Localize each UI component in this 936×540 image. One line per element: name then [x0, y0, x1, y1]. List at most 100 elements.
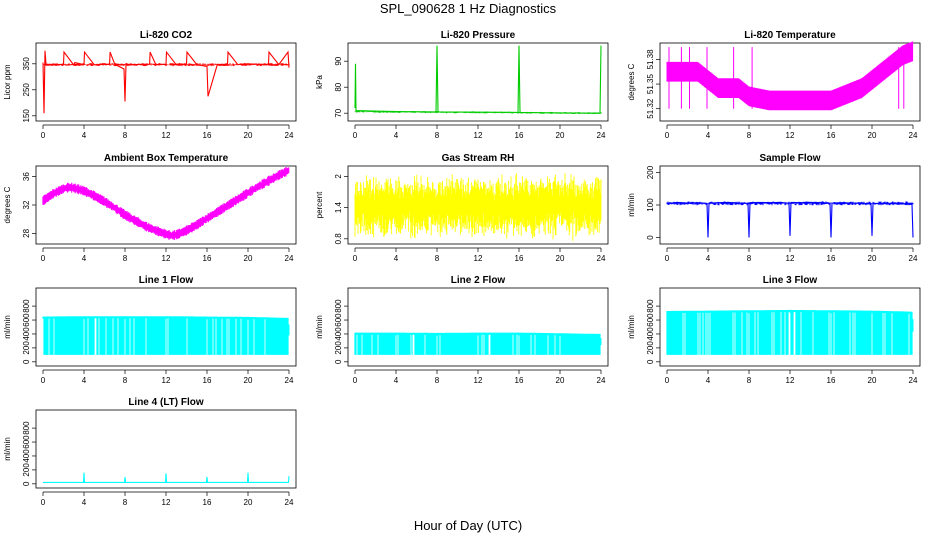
x-tick-label: 4	[706, 254, 711, 263]
x-tick-label: 24	[597, 131, 606, 140]
line2-x-axis: 0 4 8 12 16 20 24	[353, 369, 606, 385]
x-tick-label: 0	[41, 131, 46, 140]
sample-flow-title: Sample Flow	[759, 153, 820, 164]
x-tick-label: 12	[162, 376, 171, 385]
x-tick-label: 16	[827, 254, 836, 263]
sample-flow-series	[666, 201, 914, 238]
co2-series	[42, 50, 290, 114]
x-tick-label: 0	[41, 254, 46, 263]
x-tick-label: 16	[515, 254, 524, 263]
x-tick-label: 0	[353, 131, 358, 140]
x-axis-title: Hour of Day (UTC)	[413, 518, 523, 533]
x-tick-label: 16	[827, 131, 836, 140]
x-tick-label: 8	[747, 131, 752, 140]
line2-title: Line 2 Flow	[451, 275, 506, 286]
x-tick-label: 20	[244, 376, 253, 385]
pressure-ylabel: kPa	[315, 75, 324, 89]
pressure-series	[354, 45, 602, 115]
licor-temp-ylabel: degrees C	[627, 63, 636, 100]
y-tick-label: 350	[22, 57, 31, 71]
line2-band	[354, 332, 601, 355]
line1-frame	[35, 287, 297, 367]
line2-ylabel: ml/min	[315, 315, 324, 339]
licor-temp-frame	[659, 42, 921, 122]
sample-flow-y-axis: 0 100 200	[646, 165, 660, 240]
y-tick-label: 400	[646, 327, 655, 341]
y-tick-label: 200	[22, 463, 31, 477]
x-tick-label: 20	[244, 254, 253, 263]
licor-temp-x-axis: 0 4 8 12 16 20 24	[665, 124, 918, 140]
x-tick-label: 16	[827, 376, 836, 385]
y-tick-label: 600	[334, 313, 343, 327]
y-tick-label: 0	[334, 359, 343, 364]
figure-title: SPL_090628 1 Hz Diagnostics	[379, 1, 557, 16]
y-tick-label: 600	[22, 435, 31, 449]
y-tick-label: 70	[334, 108, 343, 117]
x-tick-label: 12	[786, 254, 795, 263]
x-tick-label: 24	[597, 376, 606, 385]
y-tick-label: 0.8	[334, 233, 343, 245]
x-tick-label: 12	[474, 254, 483, 263]
rh-title: Gas Stream RH	[442, 153, 515, 164]
x-tick-label: 12	[162, 498, 171, 507]
x-tick-label: 24	[909, 376, 918, 385]
licor-temp-y-axis: 51.32 51.35 51.38	[646, 49, 660, 119]
x-tick-label: 20	[244, 131, 253, 140]
y-tick-label: 32	[22, 200, 31, 209]
y-tick-label: 800	[22, 299, 31, 313]
x-tick-label: 24	[597, 254, 606, 263]
x-tick-label: 0	[665, 131, 670, 140]
x-tick-label: 8	[123, 254, 128, 263]
x-tick-label: 8	[435, 254, 440, 263]
y-tick-label: 200	[22, 341, 31, 355]
line1-title: Line 1 Flow	[139, 275, 194, 286]
y-tick-label: 150	[22, 109, 31, 123]
co2-x-axis: 0 4 8 12 16 20 24	[41, 124, 294, 140]
x-tick-label: 0	[353, 254, 358, 263]
x-tick-label: 0	[353, 376, 358, 385]
x-tick-label: 16	[515, 131, 524, 140]
ambient-temp-series	[42, 167, 290, 240]
licor-temp-spikes	[668, 47, 905, 109]
licor-temp-series	[666, 41, 914, 111]
ambient-temp-title: Ambient Box Temperature	[104, 153, 229, 164]
line1-x-axis: 0 4 8 12 16 20 24	[41, 369, 294, 385]
x-tick-label: 12	[162, 254, 171, 263]
y-tick-label: 400	[22, 449, 31, 463]
x-tick-label: 16	[515, 376, 524, 385]
x-tick-label: 8	[123, 498, 128, 507]
x-tick-label: 12	[474, 131, 483, 140]
pressure-panel: Li-820 Pressure kPa 70 80 90 0 4 8 12 16 20 24	[315, 30, 609, 140]
licor-temp-band	[666, 41, 914, 111]
line3-ylabel: ml/min	[627, 315, 636, 339]
co2-line	[42, 50, 290, 114]
x-tick-label: 20	[556, 131, 565, 140]
line4-title: Line 4 (LT) Flow	[128, 397, 204, 408]
x-tick-label: 4	[82, 254, 87, 263]
x-tick-label: 20	[868, 254, 877, 263]
x-tick-label: 20	[244, 498, 253, 507]
line4-frame	[35, 409, 297, 489]
x-tick-label: 4	[82, 376, 87, 385]
y-tick-label: 200	[646, 165, 655, 179]
pressure-x-axis: 0 4 8 12 16 20 24	[353, 124, 606, 140]
x-tick-label: 24	[285, 376, 294, 385]
pressure-frame	[347, 42, 609, 122]
rh-ylabel: percent	[315, 191, 324, 218]
line1-ylabel: ml/min	[3, 315, 12, 339]
x-tick-label: 4	[394, 376, 399, 385]
x-tick-label: 0	[665, 376, 670, 385]
x-tick-label: 8	[747, 254, 752, 263]
y-tick-label: 200	[334, 341, 343, 355]
rh-x-axis: 0 4 8 12 16 20 24	[353, 247, 606, 263]
line4-series	[43, 472, 290, 483]
line2-series	[354, 332, 602, 355]
y-tick-label: 51.35	[646, 73, 655, 94]
x-tick-label: 0	[41, 376, 46, 385]
x-tick-label: 16	[203, 376, 212, 385]
line3-x-axis: 0 4 8 12 16 20 24	[665, 369, 918, 385]
x-tick-label: 20	[556, 254, 565, 263]
